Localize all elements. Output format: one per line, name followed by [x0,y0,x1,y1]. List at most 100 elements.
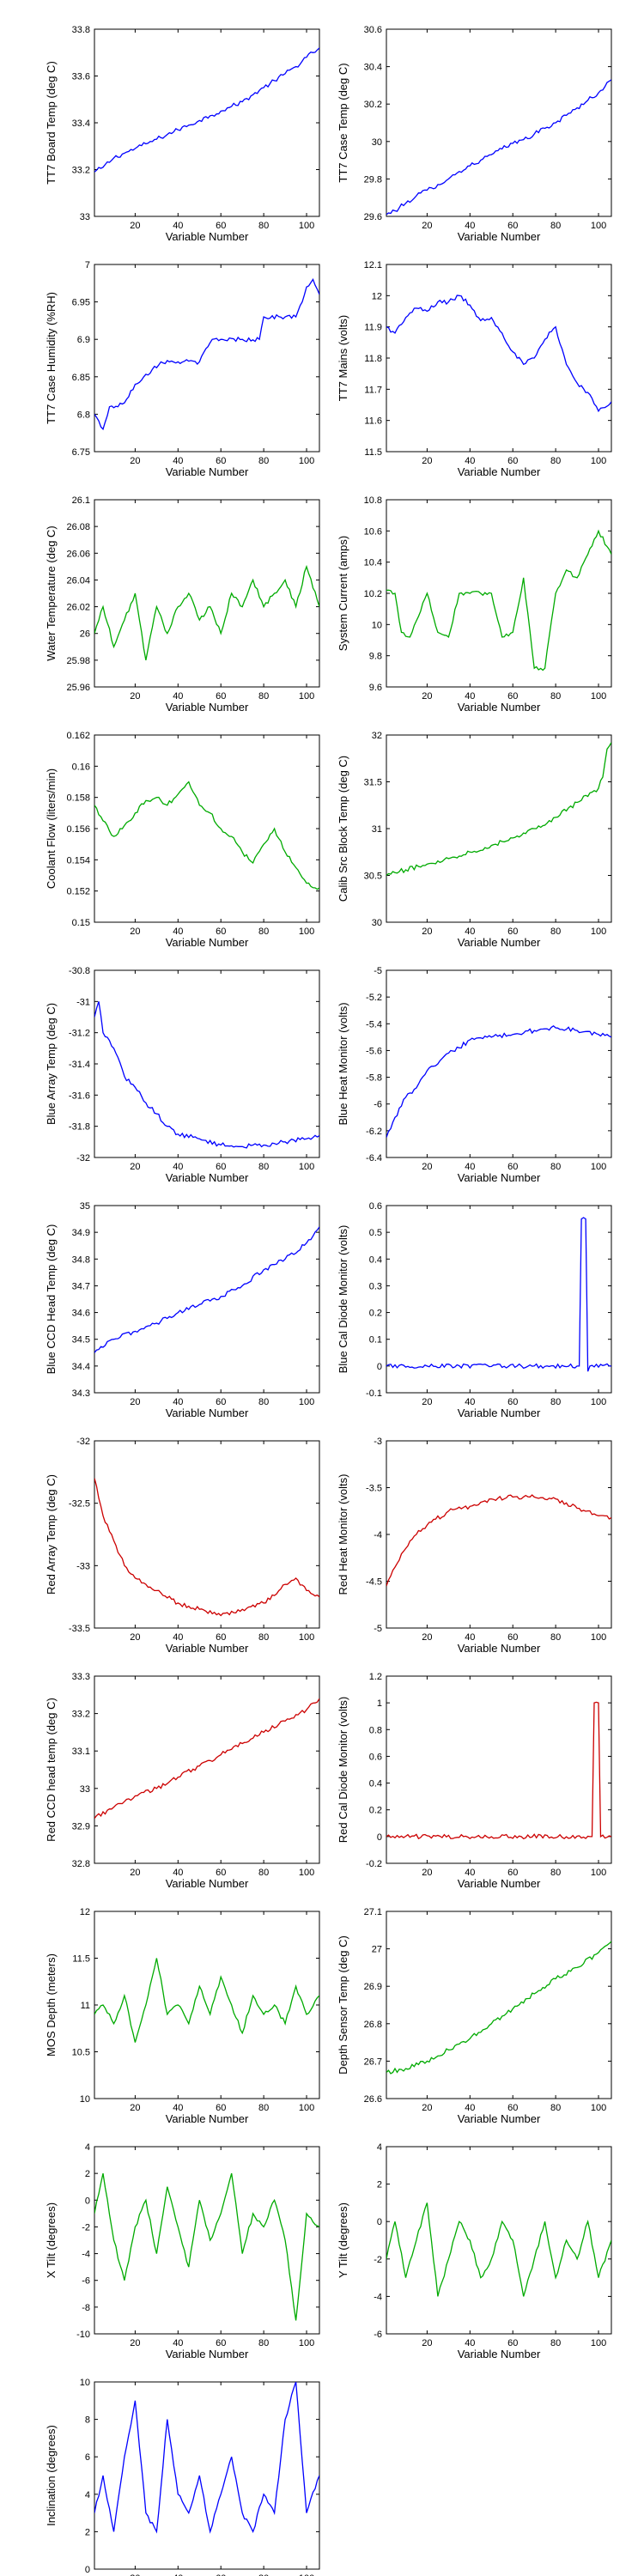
y-tick-label: 32 [372,731,382,741]
x-tick-label: 40 [465,1162,475,1172]
plot-frame [94,734,320,923]
y-tick-label: 26.02 [66,603,90,613]
y-tick-label: 11.5 [72,1954,90,1965]
x-tick-label: 60 [216,456,226,466]
y-tick-label: 33.4 [72,118,90,129]
x-tick-label: 100 [299,691,314,702]
chart-panel-8: 30 30.5 31 31.5 32 20 40 60 80 100 Variable Number… [337,731,612,949]
y-tick-label: -10 [76,2330,90,2340]
x-tick-label: 40 [173,1632,183,1643]
x-tick-label: 80 [550,1397,561,1407]
x-tick-label: 80 [258,2103,269,2113]
x-tick-label: 100 [591,1868,606,1878]
y-tick-label: -4 [82,2250,90,2260]
y-axis-label: X Tilt (degrees) [45,2202,58,2278]
x-tick-label: 40 [465,691,475,702]
x-tick-label: 80 [258,691,269,702]
plot-frame [386,1675,612,1864]
plot-frame [94,1675,320,1864]
series-line [386,529,611,671]
y-tick-label: 11.5 [364,447,382,458]
y-tick-label: -31.8 [69,1122,90,1133]
y-axis-label: Coolant Flow (liters/min) [45,769,58,889]
x-tick-label: 100 [591,2338,606,2348]
x-tick-label: 60 [216,927,226,937]
y-tick-label: -5.4 [366,1019,382,1030]
x-tick-label: 80 [258,1162,269,1172]
y-tick-label: -5.8 [366,1073,382,1084]
x-tick-label: 80 [550,456,561,466]
x-tick-label: 60 [216,1868,226,1878]
series-line [386,1024,611,1138]
y-tick-label: -0.2 [366,1859,382,1869]
y-tick-label: 0.5 [369,1228,382,1238]
x-tick-label: 40 [465,456,475,466]
y-tick-label: 34.3 [72,1388,90,1399]
plot-frame [94,264,320,453]
y-tick-label: 1.2 [369,1672,382,1682]
y-tick-label: 34.6 [72,1309,90,1319]
x-tick-label: 20 [130,927,140,937]
y-tick-label: 26.8 [364,2020,382,2030]
x-tick-label: 80 [550,927,561,937]
plot-frame [386,1911,612,2099]
y-tick-label: 0.6 [369,1201,382,1212]
x-tick-label: 20 [422,221,432,231]
y-axis-label: Blue Array Temp (deg C) [45,1003,58,1125]
x-axis-label: Variable Number [458,1171,541,1184]
series-line [94,1698,319,1820]
y-tick-label: 1 [377,1698,382,1709]
y-tick-label: 34.9 [72,1228,90,1238]
y-tick-label: 29.8 [364,174,382,185]
series-line [94,564,319,661]
chart-panel-3: 6.75 6.8 6.85 6.9 6.95 7 20 40 60 80 100 Variable N… [45,260,320,478]
y-tick-label: 0.2 [369,1806,382,1816]
x-axis-label: Variable Number [166,2348,249,2360]
y-axis-label: Red Heat Monitor (volts) [337,1474,349,1595]
y-tick-label: -31.6 [69,1091,90,1101]
x-tick-label: 80 [258,1632,269,1643]
x-axis-label: Variable Number [166,1406,249,1419]
y-tick-label: -3 [374,1437,382,1447]
series-line [386,295,611,413]
y-tick-label: 0.4 [369,1255,382,1265]
y-tick-label: 10.5 [72,2048,90,2058]
x-tick-label: 20 [130,1162,140,1172]
x-tick-label: 20 [130,2103,140,2113]
series-line [386,79,611,216]
y-tick-label: 0.15 [72,918,90,928]
x-tick-label: 80 [550,2338,561,2348]
x-tick-label: 40 [173,1162,183,1172]
x-axis-label: Variable Number [458,701,541,714]
y-tick-label: 30.5 [364,872,382,882]
plot-frame [386,1205,612,1394]
y-tick-label: 0.162 [66,731,90,741]
chart-panel-4: 11.5 11.6 11.7 11.8 11.9 12 12.1 20 40 60 80 100 Var… [337,260,612,478]
y-tick-label: 0.154 [66,855,90,866]
y-tick-label: 9.6 [369,683,382,693]
y-tick-label: 4 [85,2490,90,2500]
y-tick-label: 33.3 [72,1672,90,1682]
x-tick-label: 100 [591,1632,606,1643]
x-tick-label: 100 [591,691,606,702]
x-tick-label: 40 [173,1397,183,1407]
y-tick-label: -4.5 [366,1577,382,1588]
y-tick-label: 33 [80,212,90,222]
y-tick-label: 33.6 [72,72,90,82]
x-tick-label: 100 [591,456,606,466]
plot-frame [386,499,612,688]
y-tick-label: 6.8 [77,410,90,420]
x-axis-label: Variable Number [166,1642,249,1655]
y-tick-label: 10.4 [364,558,382,568]
y-tick-label: -2 [82,2222,90,2233]
x-tick-label: 80 [550,221,561,231]
y-tick-label: 33.2 [72,1710,90,1720]
y-tick-label: 6.85 [72,373,90,383]
y-tick-label: -5 [374,966,382,976]
y-tick-label: -31.2 [69,1029,90,1039]
x-tick-label: 80 [258,1397,269,1407]
series-line [94,2172,319,2321]
x-tick-label: 40 [173,927,183,937]
y-tick-label: -6 [374,2330,382,2340]
x-tick-label: 20 [422,1868,432,1878]
